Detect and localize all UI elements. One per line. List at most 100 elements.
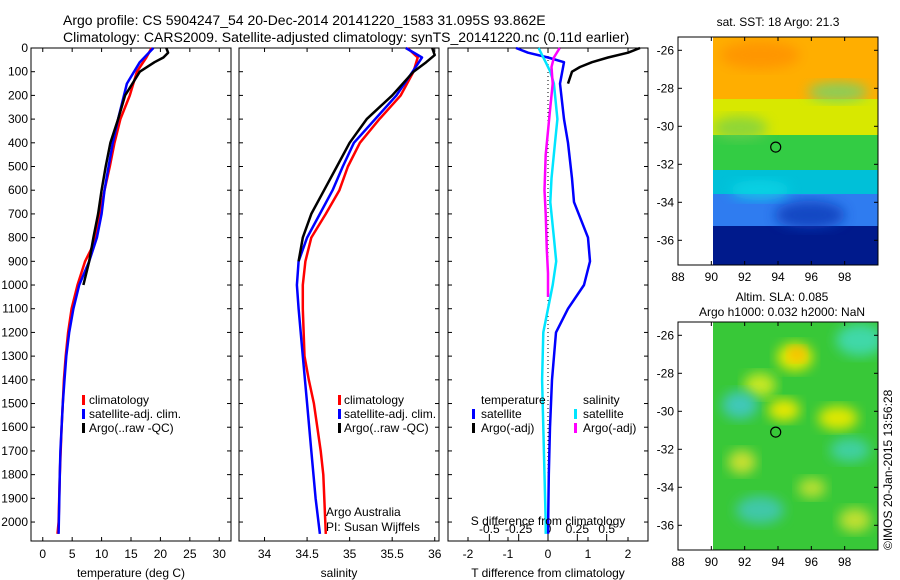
temperature-lines <box>56 47 170 535</box>
salinity-legend-swatch-climatology <box>338 395 341 405</box>
sla-patch-teal-2 <box>722 391 758 419</box>
sst-map-title: sat. SST: 18 Argo: 21.3 <box>717 15 840 29</box>
depth-tick-label: 1500 <box>1 397 28 411</box>
difference-x-ticks: -2 -1 0 1 2 <box>463 48 632 561</box>
temperature-panel: 0100200300400500600700800900100011001200… <box>1 41 232 580</box>
salinity-axes-frame <box>238 47 440 542</box>
m0-ytick-label: -34 <box>657 195 675 209</box>
m0-ytick-label: -30 <box>657 119 675 133</box>
m1-ytick-label: -26 <box>657 328 675 342</box>
temperature-legend-swatch-argo <box>82 423 85 433</box>
d-series-line-3 <box>543 47 561 297</box>
temperature-legend-swatch-climatology <box>82 395 85 405</box>
sla-patch-yellow-2 <box>744 373 776 397</box>
depth-tick-label: 0 <box>21 41 28 55</box>
t-xtick-label: 0 <box>39 547 46 561</box>
temperature-x-ticks: 0 5 10 15 20 25 30 <box>39 48 226 561</box>
t-xtick-label: 25 <box>183 547 197 561</box>
d-xtick-label: -2 <box>463 547 474 561</box>
difference-legend-s-argo: Argo(-adj) <box>583 421 636 435</box>
salinity-lines <box>295 46 436 535</box>
salinity-x-ticks: 34 34.5 35 35.5 36 <box>258 48 442 561</box>
m1-xtick-label: 94 <box>771 555 785 569</box>
difference-legend-s-satellite: satellite <box>583 407 624 421</box>
sla-patch-orange-1 <box>789 347 805 361</box>
sst-patch-orange <box>720 41 800 69</box>
figure-title-line2: Climatology: CARS2009. Satellite-adjuste… <box>63 29 629 45</box>
sst-patch-deepblue <box>775 201 845 229</box>
sst-map-x-ticks: 88 90 92 94 96 98 <box>671 37 852 284</box>
m0-xtick-label: 96 <box>805 270 819 284</box>
sla-map-title-line1: Altim. SLA: 0.085 <box>736 290 829 304</box>
depth-tick-label: 1900 <box>1 491 28 505</box>
depth-tick-label: 1200 <box>1 325 28 339</box>
difference-legend-t-argo: Argo(-adj) <box>481 421 534 435</box>
m1-xtick-label: 88 <box>671 555 685 569</box>
sst-band-green <box>713 135 878 170</box>
temperature-legend-swatch-satellite <box>82 409 85 419</box>
sla-patch-yellow-7 <box>839 508 871 532</box>
m0-ytick-label: -36 <box>657 233 675 247</box>
depth-tick-label: 500 <box>8 160 28 174</box>
salinity-legend-climatology: climatology <box>344 393 404 407</box>
d-xtick-label: -1 <box>503 547 514 561</box>
m0-ytick-label: -26 <box>657 43 675 57</box>
m1-ytick-label: -32 <box>657 442 675 456</box>
temperature-y-ticks: 0 100 200 300 400 500 600 700 800 900 1000 1100 1200… <box>1 41 231 529</box>
difference-s-label: S difference from climatology <box>471 514 626 528</box>
sla-map: Altim. SLA: 0.085 Argo h1000: 0.032 h200… <box>657 290 879 569</box>
t-series-line-0 <box>56 47 153 535</box>
sla-patch-yellow-3 <box>768 399 800 421</box>
sla-patch-teal-3 <box>830 438 870 462</box>
m1-ytick-label: -30 <box>657 404 675 418</box>
difference-t-label: T difference from climatology <box>471 566 625 580</box>
temperature-legend: climatology satellite-adj. clim. Argo(..… <box>82 393 181 435</box>
depth-tick-label: 600 <box>8 183 28 197</box>
d-top-tick-label: -0.25 <box>505 522 533 536</box>
salinity-annotation-line1: Argo Australia <box>326 505 401 519</box>
m0-xtick-label: 92 <box>738 270 752 284</box>
difference-legend-temperature-title: temperature <box>481 393 546 407</box>
m0-ytick-label: -28 <box>657 81 675 95</box>
depth-tick-label: 900 <box>8 254 28 268</box>
depth-tick-label: 100 <box>8 65 28 79</box>
temperature-legend-climatology: climatology <box>89 393 149 407</box>
depth-tick-label: 800 <box>8 231 28 245</box>
d-top-tick-label: 0.5 <box>598 522 615 536</box>
salinity-annotation-line2: PI: Susan Wijffels <box>326 520 420 534</box>
d-xtick-label: 1 <box>585 547 592 561</box>
depth-tick-label: 400 <box>8 136 28 150</box>
d-series-line-2 <box>537 47 559 534</box>
salinity-legend-satellite: satellite-adj. clim. <box>344 407 436 421</box>
difference-legend-swatch-s-satellite <box>574 409 577 419</box>
copyright-credit: ©IMOS 20-Jan-2015 13:56:28 <box>881 389 895 550</box>
m1-xtick-label: 98 <box>838 555 852 569</box>
depth-tick-label: 200 <box>8 88 28 102</box>
s-series-line-2 <box>297 47 436 262</box>
salinity-legend: climatology satellite-adj. clim. Argo(..… <box>338 393 436 435</box>
temperature-legend-argo: Argo(..raw -QC) <box>89 421 174 435</box>
m1-xtick-label: 90 <box>705 555 719 569</box>
sst-patch-green <box>713 116 768 140</box>
sla-patch-yellow-6 <box>798 478 826 498</box>
depth-tick-label: 1000 <box>1 278 28 292</box>
m1-ytick-label: -28 <box>657 366 675 380</box>
d-series-line-0 <box>515 46 592 534</box>
m1-xtick-label: 96 <box>805 555 819 569</box>
s-xtick-label: 35.5 <box>381 547 405 561</box>
depth-tick-label: 1100 <box>2 302 28 316</box>
t-xtick-label: 10 <box>95 547 109 561</box>
s-xtick-label: 34 <box>258 547 272 561</box>
t-xtick-label: 20 <box>154 547 168 561</box>
d-series-line-1 <box>566 46 641 84</box>
m0-xtick-label: 88 <box>671 270 685 284</box>
s-xtick-label: 35 <box>343 547 357 561</box>
t-xtick-label: 5 <box>69 547 76 561</box>
sst-patch-cyan <box>730 180 790 200</box>
sla-patch-teal-4 <box>736 496 784 524</box>
salinity-panel: 34 34.5 35 35.5 36 salinity climatology sate… <box>238 46 442 580</box>
t-xtick-label: 30 <box>213 547 227 561</box>
m0-xtick-label: 94 <box>771 270 785 284</box>
t-series-line-2 <box>82 47 170 286</box>
